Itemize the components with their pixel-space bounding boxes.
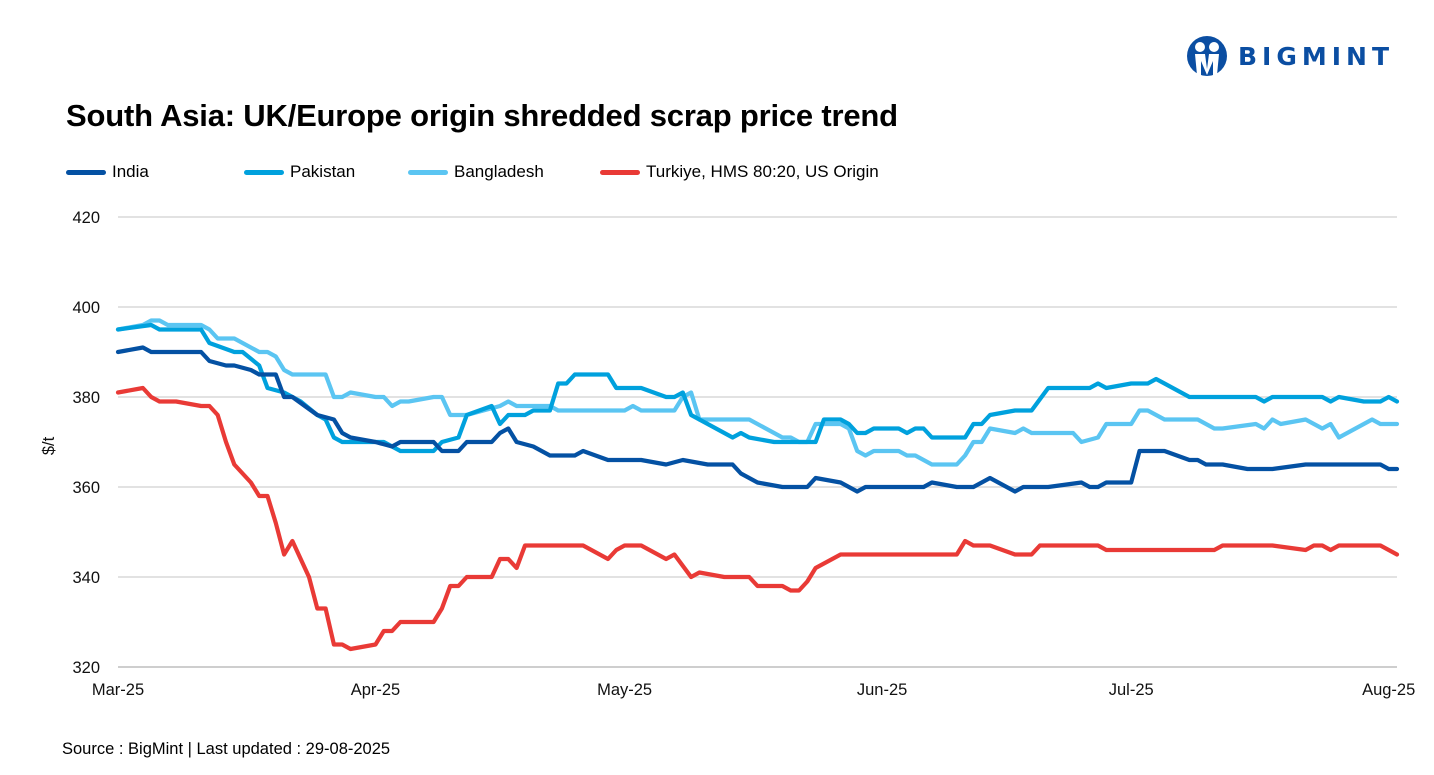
legend-item-india: India <box>66 162 244 182</box>
legend-swatch-pakistan <box>244 169 284 175</box>
legend: India Pakistan Bangladesh Turkiye, HMS 8… <box>66 162 879 182</box>
legend-item-pakistan: Pakistan <box>244 162 408 182</box>
y-tick-label: 400 <box>72 299 100 317</box>
series-line-turkiye <box>115 385 1400 652</box>
legend-swatch-india <box>66 169 106 175</box>
x-tick-label: Apr-25 <box>351 681 401 699</box>
y-tick-label: 420 <box>72 209 100 227</box>
source-note: Source : BigMint | Last updated : 29-08-… <box>62 740 391 758</box>
legend-label: Pakistan <box>290 162 356 181</box>
legend-item-bangladesh: Bangladesh <box>408 162 600 182</box>
y-tick-label: 360 <box>72 479 100 497</box>
series-line-india <box>115 345 1400 494</box>
legend-label: Bangladesh <box>454 162 544 181</box>
x-tick-label: Jun-25 <box>857 681 907 699</box>
bigmint-logo-icon <box>1187 36 1227 76</box>
bigmint-logo-text: BIGMINT <box>1238 41 1395 71</box>
legend-label: India <box>112 162 149 181</box>
legend-label: Turkiye, HMS 80:20, US Origin <box>646 162 879 181</box>
x-tick-label: Mar-25 <box>92 681 144 699</box>
x-tick-label: May-25 <box>597 681 652 699</box>
chart-title: South Asia: UK/Europe origin shredded sc… <box>66 98 898 133</box>
series-line-pakistan <box>115 322 1400 454</box>
legend-item-turkiye: Turkiye, HMS 80:20, US Origin <box>600 162 879 182</box>
y-tick-label: 380 <box>72 389 100 407</box>
x-tick-label: Jul-25 <box>1109 681 1154 699</box>
legend-swatch-bangladesh <box>408 169 448 175</box>
x-tick-label: Aug-25 <box>1362 681 1415 699</box>
series-line-bangladesh <box>115 318 1400 467</box>
y-axis-label: $/t <box>40 436 58 455</box>
bigmint-logo: BIGMINT <box>1186 35 1394 77</box>
y-tick-label: 340 <box>72 569 100 587</box>
y-tick-label: 320 <box>72 659 100 677</box>
legend-swatch-turkiye <box>600 169 640 175</box>
